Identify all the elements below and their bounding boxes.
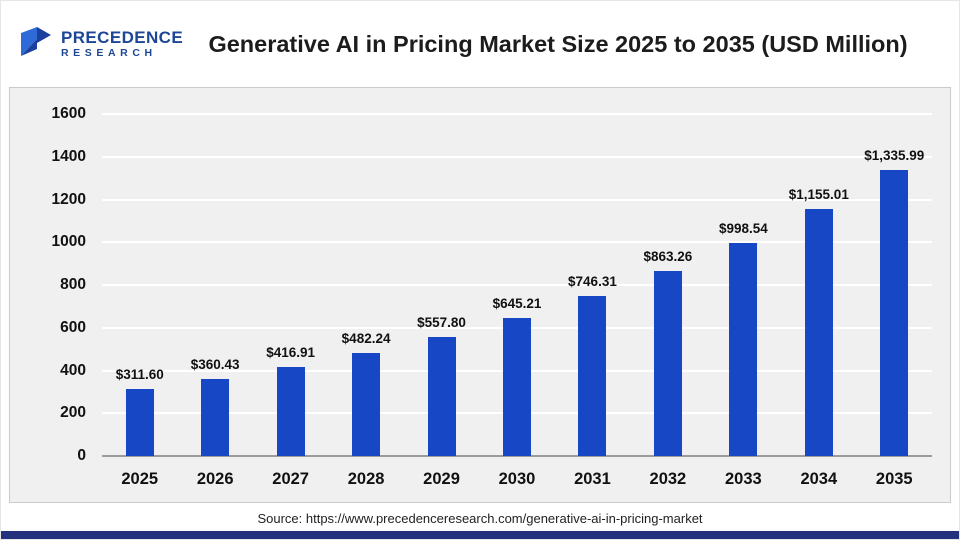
- chart-main: 0 200 400 600 800 1000 1200 1400 1600 $311.60 $36…: [10, 105, 932, 464]
- bar-value-label: $998.54: [718, 220, 768, 236]
- plot-area: $311.60 $360.43 $416.91 $482.24 $557.80 $645.…: [102, 113, 932, 457]
- x-axis-label: 2027: [272, 469, 309, 488]
- source-text: Source: https://www.precedenceresearch.c…: [257, 510, 703, 526]
- bar-value-label: $557.80: [417, 314, 466, 330]
- header: PRECEDENCE RESEARCH Generative AI in Pri…: [1, 1, 959, 87]
- bar-group: $311.60: [102, 114, 177, 456]
- x-axis-label: 2026: [196, 469, 234, 488]
- bars-container: $311.60 $360.43 $416.91 $482.24 $557.80 $645.…: [102, 114, 932, 456]
- y-axis-label: 1600: [51, 105, 86, 122]
- precedence-logo-icon: [19, 26, 53, 63]
- x-axis-label: 2035: [875, 469, 913, 488]
- bar-group: $1,335.99: [857, 114, 932, 456]
- bar: [427, 336, 456, 456]
- x-axis-baseline: [102, 455, 932, 457]
- page-title: Generative AI in Pricing Market Size 202…: [208, 30, 908, 57]
- y-axis: 0 200 400 600 800 1000 1200 1400 1600: [10, 105, 102, 464]
- bar: [653, 271, 682, 456]
- logo-line-1: PRECEDENCE: [61, 27, 184, 47]
- bar-group: $1,155.01: [781, 114, 856, 456]
- bar-group: $416.91: [253, 114, 328, 456]
- y-axis-label: 0: [77, 447, 86, 464]
- bar-value-label: $746.31: [568, 274, 617, 290]
- gridline: [102, 198, 932, 201]
- bar-value-label: $360.43: [190, 356, 240, 372]
- bar-group: $482.24: [328, 114, 403, 456]
- bar-value-label: $416.91: [266, 344, 316, 360]
- bar: [578, 296, 607, 456]
- y-axis-label: 1200: [51, 190, 86, 208]
- gridline: [102, 113, 932, 115]
- logo-line-2: RESEARCH: [61, 47, 157, 60]
- logo: PRECEDENCE RESEARCH: [19, 26, 187, 63]
- bar-value-label: $645.21: [492, 296, 542, 312]
- y-axis-label: 1400: [51, 147, 86, 165]
- gridline: [102, 241, 932, 244]
- chart-area: 0 200 400 600 800 1000 1200 1400 1600 $311.60 $36…: [9, 87, 951, 503]
- bar-value-label: $1,155.01: [788, 187, 849, 203]
- bar: [502, 318, 531, 456]
- bar: [804, 209, 833, 456]
- y-axis-label: 400: [60, 361, 86, 379]
- gridline: [102, 155, 932, 158]
- bar-value-label: $482.24: [341, 330, 391, 346]
- x-axis-label: 2031: [574, 469, 611, 488]
- bar-value-label: $1,335.99: [864, 148, 925, 164]
- y-axis-label: 1000: [51, 233, 86, 251]
- bar-value-label: $311.60: [115, 367, 164, 383]
- x-axis-label: 2032: [649, 469, 687, 488]
- x-axis-label: 2029: [423, 469, 460, 488]
- x-axis-label: 2025: [121, 469, 159, 488]
- bar-group: $360.43: [177, 114, 252, 456]
- bar-group: $746.31: [555, 114, 630, 456]
- y-axis-label: 800: [60, 276, 86, 293]
- bar: [201, 378, 230, 456]
- x-axis-label: 2034: [800, 469, 838, 488]
- gridline: [102, 284, 932, 286]
- bar: [352, 352, 381, 456]
- bar: [880, 170, 909, 456]
- logo-text: PRECEDENCE RESEARCH: [61, 27, 184, 60]
- x-axis-label: 2033: [724, 469, 762, 488]
- bar-value-label: $863.26: [643, 249, 693, 265]
- x-axis-label: 2028: [347, 469, 385, 488]
- bar-group: $645.21: [479, 114, 554, 456]
- bar-group: $557.80: [404, 114, 479, 456]
- bar: [276, 366, 305, 456]
- bar-group: $863.26: [630, 114, 705, 456]
- bar-group: $998.54: [706, 114, 781, 456]
- x-axis-label: 2030: [498, 469, 536, 488]
- bar: [125, 389, 154, 456]
- y-axis-label: 600: [60, 318, 86, 336]
- y-axis-label: 200: [60, 404, 86, 422]
- bar: [729, 242, 758, 456]
- x-axis: 2025 2026 2027 2028 2029 2030 2031 2032 2033 2034…: [102, 456, 932, 502]
- bottom-strip: [1, 531, 959, 539]
